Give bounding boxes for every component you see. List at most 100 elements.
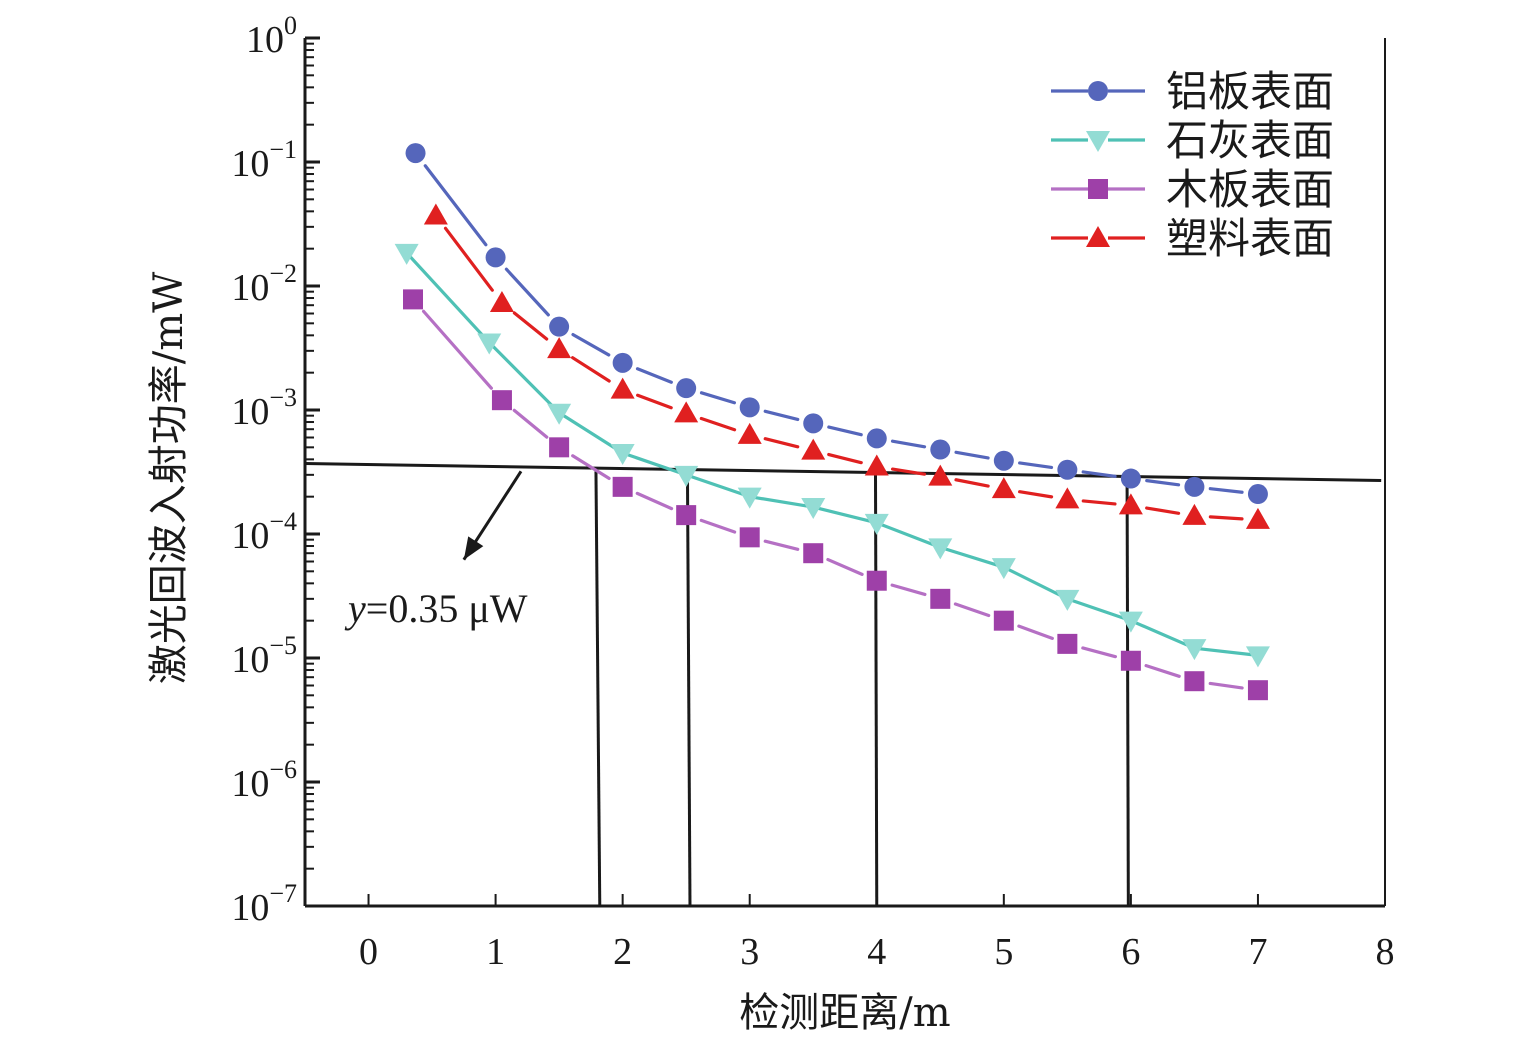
- data-point: [423, 203, 448, 225]
- y-tick-exponent: −6: [269, 755, 297, 784]
- series-line-segment: [571, 454, 611, 481]
- drop-line: [1125, 478, 1130, 907]
- x-tick-label: 2: [613, 931, 632, 973]
- y-tick-exponent: 0: [284, 11, 297, 40]
- series-line-segment: [827, 452, 863, 465]
- data-point: [547, 337, 572, 359]
- y-tick-base: 10: [231, 267, 269, 309]
- series-line-segment: [1081, 499, 1117, 506]
- y-tick-base: 10: [231, 515, 269, 557]
- data-point: [547, 403, 572, 425]
- series-line-segment: [405, 251, 491, 345]
- series-line-segment: [635, 367, 673, 384]
- x-ticks: 0 1 2 3 4 5 6 7 8: [359, 894, 1395, 973]
- y-tick-exponent: −4: [269, 507, 297, 536]
- data-point: [1245, 507, 1270, 529]
- x-tick-label: 0: [359, 931, 378, 973]
- drop-line: [594, 471, 602, 907]
- threshold-line: [304, 462, 1382, 483]
- data-point: [864, 513, 889, 535]
- series-line-segment: [1081, 646, 1118, 659]
- legend-item: 塑料表面: [1051, 214, 1334, 263]
- series-line-segment: [504, 267, 550, 317]
- legend-marker: [1086, 131, 1110, 152]
- series-line-segment: [954, 478, 990, 488]
- y-tick-base: 10: [231, 887, 269, 929]
- data-point: [1055, 487, 1080, 509]
- data-point: [737, 422, 762, 444]
- y-tick-label: 10−4: [231, 507, 297, 557]
- data-point: [1245, 646, 1270, 668]
- series-line-segment: [890, 439, 927, 449]
- y-tick-label: 100: [246, 11, 297, 61]
- legend-label: 铝板表面: [1166, 67, 1334, 116]
- series-line-segment: [890, 467, 927, 476]
- data-point: [1055, 589, 1080, 611]
- data-point: [930, 439, 951, 460]
- series-2: [394, 243, 1270, 668]
- series-line-segment: [748, 495, 815, 509]
- series-line-segment: [1129, 619, 1197, 650]
- data-point: [1182, 503, 1207, 525]
- data-point: [1118, 611, 1143, 633]
- data-point: [610, 377, 635, 399]
- series-line-segment: [699, 391, 736, 405]
- series-line-segment: [636, 393, 673, 410]
- legend-marker: [1088, 179, 1108, 199]
- y-axis-title: 激光回波入射功率/mW: [146, 272, 192, 685]
- series-line-segment: [763, 437, 800, 449]
- series-line-segment: [699, 416, 737, 432]
- data-point: [739, 527, 760, 548]
- series-3: [403, 289, 1268, 701]
- y-tick-exponent: −2: [269, 259, 297, 288]
- data-point: [866, 428, 887, 449]
- series-line-segment: [1018, 490, 1054, 499]
- legend-label: 塑料表面: [1166, 214, 1334, 263]
- series-line-segment: [1081, 470, 1117, 478]
- data-point: [866, 570, 887, 591]
- y-tick-label: 10−2: [231, 259, 297, 309]
- y-tick-base: 10: [246, 19, 284, 61]
- x-tick-label: 8: [1376, 931, 1395, 973]
- data-point: [1247, 484, 1268, 505]
- data-point: [1184, 476, 1205, 497]
- y-tick-base: 10: [231, 143, 269, 185]
- data-point: [676, 378, 697, 399]
- series-line-segment: [487, 340, 561, 415]
- y-tick-exponent: −5: [269, 631, 297, 660]
- data-point: [1184, 671, 1205, 692]
- legend-marker: [1088, 81, 1108, 101]
- series-line-segment: [1208, 515, 1244, 521]
- y-tick-base: 10: [231, 763, 269, 805]
- data-point: [803, 413, 824, 434]
- series-line-segment: [699, 518, 737, 534]
- series-line-segment: [953, 602, 991, 618]
- series-line-segment: [421, 309, 493, 390]
- data-point: [549, 316, 570, 337]
- y-tick-label: 10−1: [231, 135, 297, 185]
- data-point: [485, 247, 506, 268]
- series-line-segment: [512, 311, 549, 341]
- annotation-arrow-head: [463, 536, 484, 560]
- threshold-annotation: y=0.35 μW: [344, 586, 528, 631]
- series-line-segment: [938, 545, 1006, 569]
- data-point: [801, 438, 826, 460]
- data-point: [803, 543, 824, 564]
- annotation-text: =0.35 μW: [366, 586, 528, 631]
- y-tick-label: 10−6: [231, 755, 297, 805]
- series-line-segment: [811, 505, 879, 525]
- legend-item: 铝板表面: [1051, 67, 1334, 116]
- data-point: [477, 333, 502, 355]
- series-line-segment: [1065, 597, 1133, 623]
- reference-lines: [304, 462, 1382, 907]
- y-tick-exponent: −7: [269, 879, 297, 908]
- series-line-segment: [1192, 646, 1260, 657]
- series-line-segment: [571, 332, 611, 357]
- data-point: [1057, 633, 1078, 654]
- annotation-label: y=0.35 μW: [344, 586, 528, 631]
- y-tick-label: 10−7: [231, 879, 297, 929]
- data-point: [991, 477, 1016, 499]
- series-line-segment: [826, 557, 864, 576]
- legend-item: 木板表面: [1051, 165, 1334, 214]
